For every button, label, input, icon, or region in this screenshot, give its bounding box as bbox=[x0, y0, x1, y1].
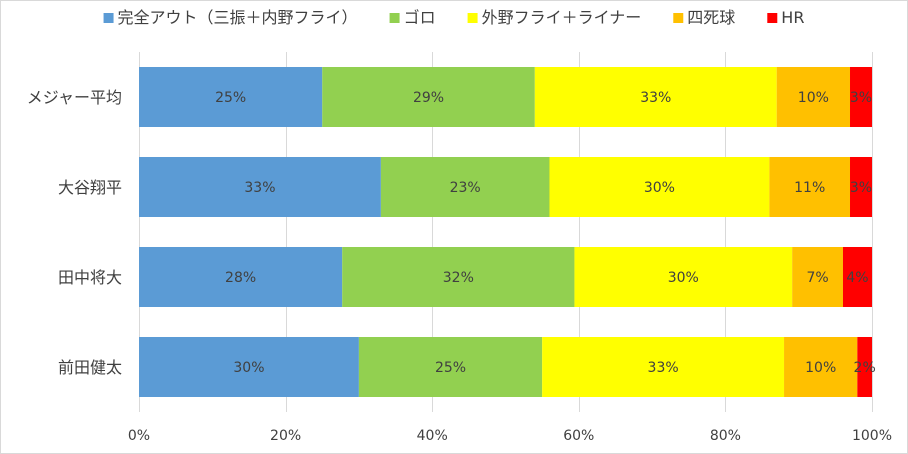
data-label: 32% bbox=[443, 270, 474, 286]
data-label: 23% bbox=[450, 180, 481, 196]
data-label: 3% bbox=[850, 90, 872, 106]
x-tick-label: 0% bbox=[128, 428, 150, 444]
legend-label: HR bbox=[781, 8, 804, 27]
x-tick-labels: 0% 20% 40% 60% 80% 100% bbox=[128, 428, 892, 444]
data-label: 30% bbox=[644, 180, 675, 196]
bar-segment bbox=[139, 247, 343, 307]
bar-segment bbox=[857, 337, 872, 397]
data-label: 11% bbox=[794, 180, 825, 196]
bar-segment bbox=[792, 247, 843, 307]
data-label: 29% bbox=[413, 90, 444, 106]
bar-segment bbox=[769, 157, 851, 217]
legend-item: 四死球 bbox=[673, 8, 735, 27]
bar-segment bbox=[139, 67, 323, 127]
category-label: 前田健太 bbox=[58, 358, 122, 377]
x-tick-label: 60% bbox=[563, 428, 594, 444]
data-label: 33% bbox=[244, 180, 275, 196]
bar-segment bbox=[784, 337, 858, 397]
data-label: 4% bbox=[846, 270, 868, 286]
bar-segment bbox=[139, 157, 381, 217]
data-label: 30% bbox=[233, 360, 264, 376]
legend-swatch bbox=[673, 13, 684, 23]
bar-segment bbox=[542, 337, 785, 397]
x-tick-label: 80% bbox=[710, 428, 741, 444]
category-label: 田中将大 bbox=[58, 268, 122, 287]
data-label: 33% bbox=[648, 360, 679, 376]
bar-segment bbox=[574, 247, 793, 307]
x-tick-label: 20% bbox=[270, 428, 301, 444]
bar-segment bbox=[850, 157, 872, 217]
data-label: 25% bbox=[215, 90, 246, 106]
data-label: 28% bbox=[225, 270, 256, 286]
legend-label: 外野フライ＋ライナー bbox=[482, 8, 642, 27]
legend-swatch bbox=[467, 13, 478, 23]
bar-segment bbox=[358, 337, 543, 397]
data-label: 30% bbox=[668, 270, 699, 286]
legend-label: 四死球 bbox=[687, 8, 735, 27]
bar-segment bbox=[342, 247, 575, 307]
legend-label: ゴロ bbox=[404, 8, 436, 27]
data-label: 2% bbox=[854, 360, 876, 376]
legend-swatch bbox=[103, 13, 114, 23]
data-label: 33% bbox=[640, 90, 671, 106]
legend: 完全アウト（三振＋内野フライ） ゴロ 外野フライ＋ライナー 四死球 HR bbox=[103, 8, 804, 27]
data-label: 10% bbox=[805, 360, 836, 376]
data-label: 25% bbox=[435, 360, 466, 376]
category-label: 大谷翔平 bbox=[58, 178, 122, 197]
legend-item: 完全アウト（三振＋内野フライ） bbox=[103, 8, 358, 27]
data-label: 3% bbox=[850, 180, 872, 196]
data-label: 7% bbox=[806, 270, 828, 286]
bar-segment bbox=[549, 157, 770, 217]
bar-segment bbox=[380, 157, 550, 217]
legend-item: 外野フライ＋ライナー bbox=[467, 8, 642, 27]
bar-segment bbox=[842, 247, 872, 307]
bar-segment bbox=[534, 67, 777, 127]
category-label: メジャー平均 bbox=[27, 88, 122, 107]
bar-segment bbox=[850, 67, 872, 127]
x-tick-label: 40% bbox=[417, 428, 448, 444]
bar-segment bbox=[139, 337, 359, 397]
bar-segment bbox=[776, 67, 851, 127]
bar-segment bbox=[322, 67, 535, 127]
data-label: 10% bbox=[798, 90, 829, 106]
bars: 25% 29% 33% 10% 3% 33% 23% 30% 11% 3% 28% 32% 30% 7% 4… bbox=[139, 67, 876, 397]
x-tick-label: 100% bbox=[852, 428, 892, 444]
legend-swatch bbox=[389, 13, 400, 23]
legend-item: ゴロ bbox=[389, 8, 436, 27]
legend-label: 完全アウト（三振＋内野フライ） bbox=[118, 8, 358, 27]
legend-swatch bbox=[767, 13, 778, 23]
legend-item: HR bbox=[767, 8, 804, 27]
